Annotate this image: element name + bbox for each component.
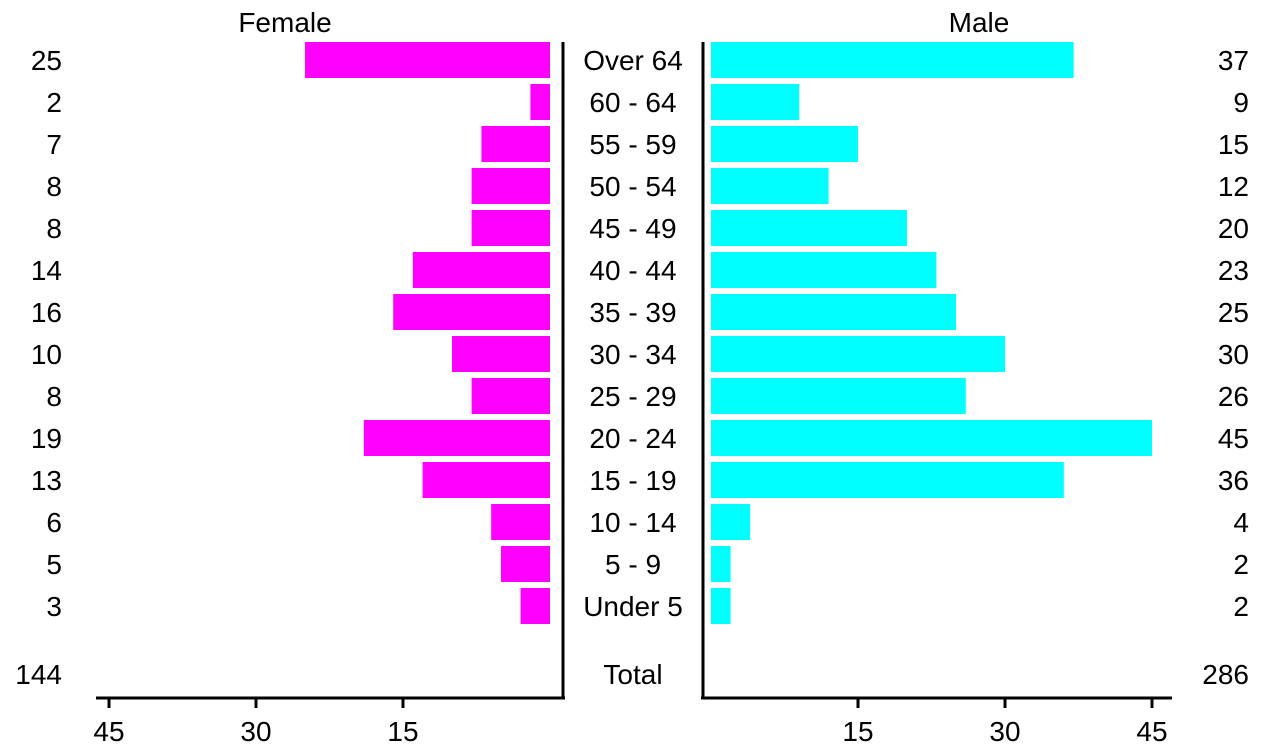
female-value-label: 8: [46, 171, 62, 202]
female-value-label: 8: [46, 381, 62, 412]
female-bar: [471, 168, 550, 204]
female-value-label: 16: [31, 297, 62, 328]
female-value-label: 13: [31, 465, 62, 496]
male-bar: [711, 294, 956, 330]
age-group-label: 60 - 64: [589, 87, 676, 118]
female-bar: [530, 84, 550, 120]
male-value-label: 2: [1233, 549, 1249, 580]
female-bar: [520, 588, 550, 624]
female-axis-tick-label: 30: [240, 716, 271, 747]
male-bar: [711, 420, 1152, 456]
male-value-label: 37: [1218, 45, 1249, 76]
female-bar: [501, 546, 550, 582]
female-bar: [393, 294, 550, 330]
axis-ticks-group: 45 30 15 15 30 45: [93, 698, 1168, 747]
male-value-label: 15: [1218, 129, 1249, 160]
female-value-label: 25: [31, 45, 62, 76]
female-series-title: Female: [238, 7, 331, 38]
male-value-label: 36: [1218, 465, 1249, 496]
age-group-label: 30 - 34: [589, 339, 676, 370]
female-bar: [491, 504, 550, 540]
female-axis-tick-label: 15: [387, 716, 418, 747]
male-value-label: 45: [1218, 423, 1249, 454]
male-bar: [711, 336, 1005, 372]
age-group-label: 40 - 44: [589, 255, 676, 286]
male-bar: [711, 126, 858, 162]
female-bar: [305, 42, 550, 78]
age-group-label: 15 - 19: [589, 465, 676, 496]
age-group-label: 35 - 39: [589, 297, 676, 328]
male-bar: [711, 588, 731, 624]
male-bar: [711, 462, 1064, 498]
male-value-label: 25: [1218, 297, 1249, 328]
age-group-label: Over 64: [583, 45, 683, 76]
male-axis-tick-label: 45: [1136, 716, 1167, 747]
female-value-label: 2: [46, 87, 62, 118]
bars-group: [305, 42, 1152, 624]
female-bar: [452, 336, 550, 372]
female-bar: [471, 378, 550, 414]
age-group-label: 10 - 14: [589, 507, 676, 538]
female-value-label: 3: [46, 591, 62, 622]
female-value-label: 8: [46, 213, 62, 244]
male-bar: [711, 504, 751, 540]
male-value-label: 23: [1218, 255, 1249, 286]
male-axis-tick-label: 15: [842, 716, 873, 747]
female-bar: [471, 210, 550, 246]
total-label: Total: [603, 659, 662, 690]
female-value-label: 19: [31, 423, 62, 454]
male-series-title: Male: [949, 7, 1010, 38]
male-bar: [711, 168, 829, 204]
female-value-label: 14: [31, 255, 62, 286]
female-value-label: 7: [46, 129, 62, 160]
male-value-label: 4: [1233, 507, 1249, 538]
female-value-label: 5: [46, 549, 62, 580]
male-value-label: 9: [1233, 87, 1249, 118]
male-value-label: 2: [1233, 591, 1249, 622]
male-bar: [711, 546, 731, 582]
female-bar: [422, 462, 550, 498]
male-value-label: 20: [1218, 213, 1249, 244]
male-bar: [711, 378, 966, 414]
age-group-label: 55 - 59: [589, 129, 676, 160]
male-bar: [711, 42, 1074, 78]
female-bar: [412, 252, 550, 288]
female-bar: [481, 126, 550, 162]
age-group-label: 25 - 29: [589, 381, 676, 412]
male-bar: [711, 84, 800, 120]
age-group-label: 50 - 54: [589, 171, 676, 202]
age-group-label: 20 - 24: [589, 423, 676, 454]
age-group-label: 5 - 9: [605, 549, 661, 580]
female-bar: [363, 420, 550, 456]
female-axis-tick-label: 45: [93, 716, 124, 747]
age-group-label: Under 5: [583, 591, 683, 622]
male-value-label: 30: [1218, 339, 1249, 370]
total-male-value: 286: [1202, 659, 1249, 690]
male-bar: [711, 210, 907, 246]
total-female-value: 144: [15, 659, 62, 690]
age-group-label: 45 - 49: [589, 213, 676, 244]
female-value-label: 6: [46, 507, 62, 538]
male-value-label: 26: [1218, 381, 1249, 412]
female-value-label: 10: [31, 339, 62, 370]
male-value-label: 12: [1218, 171, 1249, 202]
male-axis-tick-label: 30: [989, 716, 1020, 747]
male-bar: [711, 252, 937, 288]
